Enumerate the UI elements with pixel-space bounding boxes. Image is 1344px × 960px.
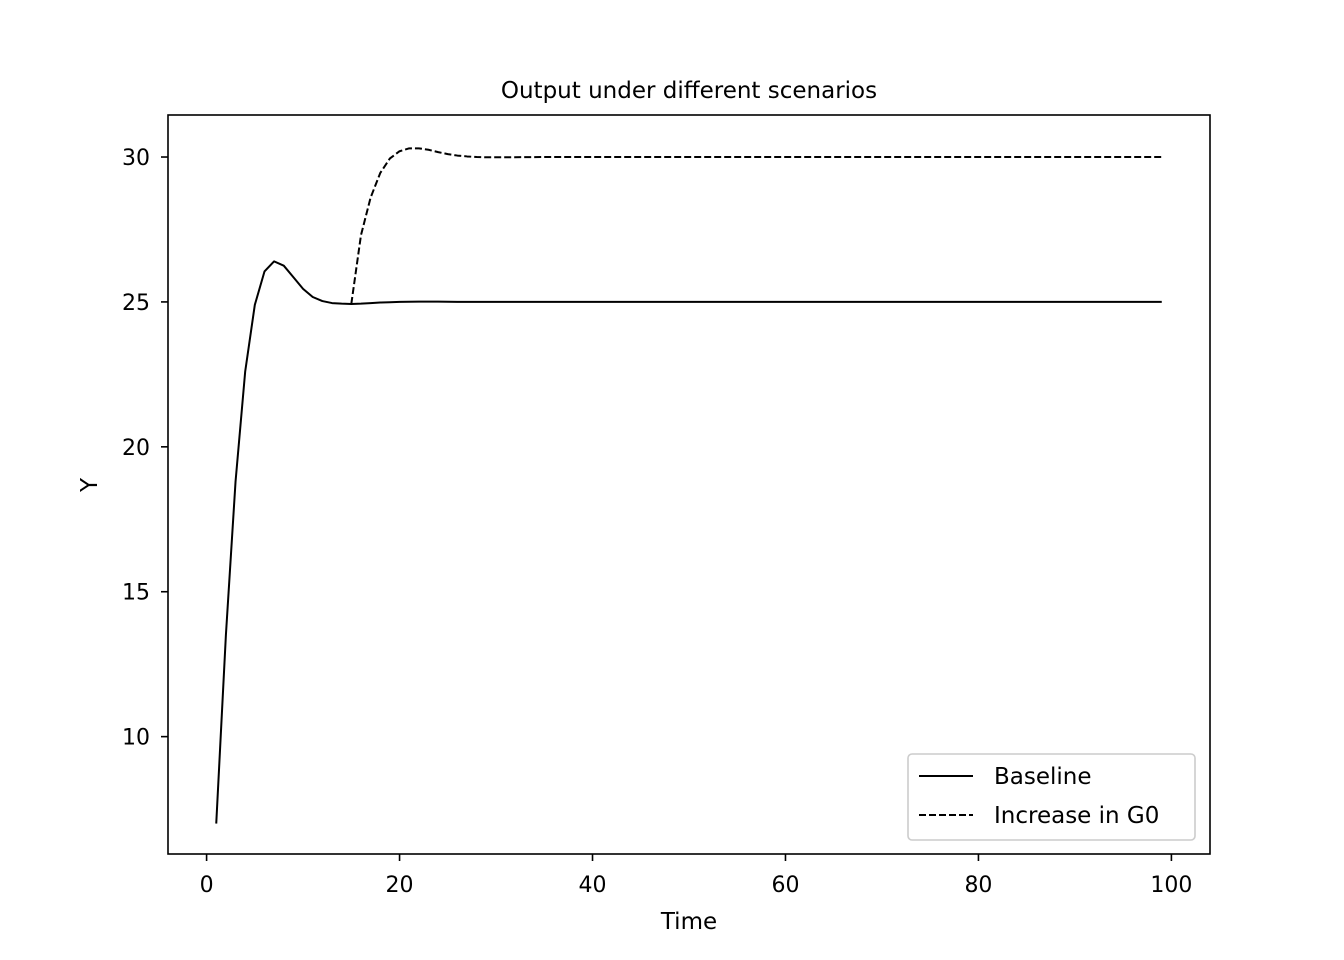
series-line-baseline [215, 260, 1162, 824]
y-tick-label: 30 [122, 146, 150, 171]
y-tick-label: 25 [122, 291, 150, 316]
plot-lines [215, 147, 1162, 824]
x-axis: 0 20 40 60 80 100 [200, 854, 1192, 898]
x-tick-label: 80 [964, 873, 992, 898]
series-line-increase-in-g0 [350, 147, 1162, 305]
x-tick-label: 0 [200, 873, 214, 898]
x-tick-label: 100 [1150, 873, 1192, 898]
x-axis-label: Time [660, 909, 717, 935]
legend-label-increase-in-g0: Increase in G0 [994, 803, 1159, 829]
x-tick-label: 40 [579, 873, 607, 898]
x-tick-label: 20 [386, 873, 414, 898]
x-tick-label: 60 [771, 873, 799, 898]
legend-label-baseline: Baseline [994, 764, 1092, 790]
legend-box [907, 753, 1196, 841]
legend: Baseline Increase in G0 [907, 753, 1196, 841]
y-tick-label: 15 [122, 581, 150, 606]
y-tick-label: 10 [122, 726, 150, 751]
y-axis-label: Y [77, 477, 103, 493]
y-axis: 10 15 20 25 30 [122, 146, 168, 751]
chart-title: Output under different scenarios [501, 78, 877, 104]
plot-frame [167, 114, 1211, 855]
y-tick-label: 20 [122, 436, 150, 461]
